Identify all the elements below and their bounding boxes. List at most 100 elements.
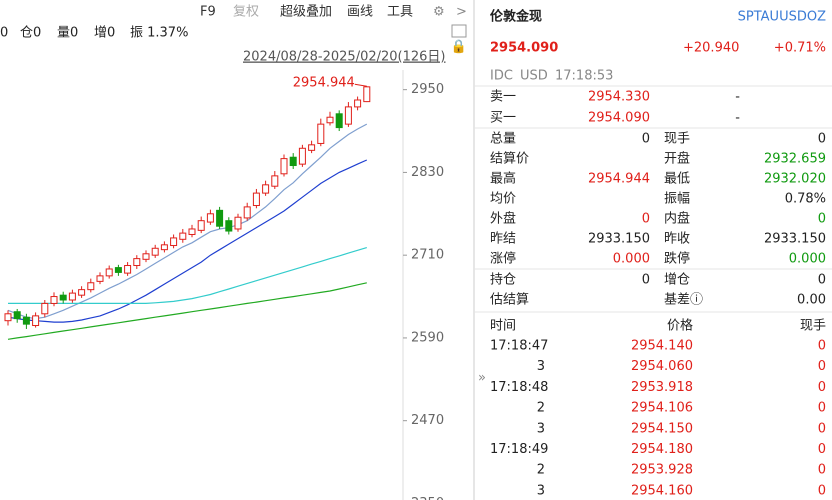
- candle-body: [32, 315, 40, 327]
- candle-body: [188, 228, 196, 235]
- trade-volume: 0: [818, 442, 826, 457]
- toolbar-button[interactable]: 画线: [347, 5, 373, 20]
- candle-body: [41, 302, 49, 315]
- stat-value: 0: [642, 273, 650, 288]
- trade-time: 3: [537, 483, 545, 498]
- stat-value: 0: [642, 212, 650, 227]
- stat-label: 涨停: [490, 251, 516, 267]
- candle-body: [96, 275, 104, 282]
- stat-value: 2932.020: [764, 172, 826, 187]
- stat-label: 现手: [664, 132, 690, 147]
- book-label: 卖一: [490, 90, 516, 105]
- stat-label: 增仓: [664, 273, 690, 288]
- toolbar-stat: 仓0: [20, 26, 41, 41]
- lock-icon[interactable]: 🔒: [451, 40, 467, 55]
- candle-body: [59, 294, 67, 301]
- quote-change-pct: +0.71%: [774, 41, 826, 56]
- candle-body: [225, 220, 233, 232]
- trade-time: 3: [537, 359, 545, 374]
- y-tick-label: 2350: [411, 496, 444, 500]
- stat-value: 0.000: [613, 252, 650, 267]
- quote-change: +20.940: [683, 41, 739, 56]
- toolbar-button[interactable]: 超级叠加: [280, 5, 332, 20]
- trade-price: 2953.918: [631, 380, 693, 395]
- candle-body: [206, 213, 214, 223]
- stat-label: 总量: [490, 132, 516, 147]
- candle-body: [170, 237, 178, 247]
- trade-volume: 0: [818, 339, 826, 354]
- trade-volume: 0: [818, 359, 826, 374]
- stat-label: 外盘: [490, 211, 516, 227]
- candle-body: [50, 296, 58, 304]
- peak-label: 2954.944: [293, 76, 355, 91]
- peak-pointer: [354, 83, 367, 87]
- date-range[interactable]: 2024/08/28-2025/02/20(126日): [243, 50, 446, 65]
- y-tick-label: 2950: [411, 82, 444, 97]
- y-tick-label: 2710: [411, 248, 444, 263]
- moving-average: [8, 247, 367, 304]
- candle-body: [151, 247, 159, 256]
- stat-label: 持仓: [490, 273, 516, 288]
- quote-time: 17:18:53: [555, 69, 613, 84]
- candle-body: [124, 265, 132, 274]
- trades-header: 时间: [490, 319, 516, 334]
- candle-body: [280, 158, 288, 175]
- quote-name: 伦敦金现: [490, 9, 542, 25]
- candle-body: [271, 175, 279, 187]
- trade-volume: 0: [818, 463, 826, 478]
- candle-body: [243, 206, 251, 219]
- candle-body: [4, 313, 12, 322]
- trade-volume: 0: [818, 380, 826, 395]
- candle-body: [160, 244, 168, 251]
- candle-body: [308, 144, 316, 151]
- candle-body: [87, 282, 95, 291]
- toolbar-button[interactable]: F9: [200, 5, 216, 20]
- candle-body: [335, 113, 343, 129]
- book-volume: -: [735, 111, 740, 126]
- wp-icon[interactable]: [451, 24, 467, 38]
- moving-average: [7, 282, 367, 340]
- settings-icon[interactable]: ⚙: [433, 5, 445, 20]
- candle-body: [78, 289, 86, 296]
- trade-time: 2: [537, 463, 545, 478]
- stat-value: 2933.150: [588, 232, 650, 247]
- candle-body: [344, 106, 352, 125]
- moving-average: [7, 159, 368, 323]
- quote-source: IDC: [490, 69, 513, 84]
- stat-value: 0.000: [789, 252, 826, 267]
- book-label: 买一: [490, 111, 516, 126]
- trade-volume: 0: [818, 401, 826, 416]
- candle-body: [105, 268, 113, 277]
- candle-body: [197, 220, 205, 231]
- next-icon[interactable]: >: [456, 5, 467, 20]
- candle-body: [114, 267, 122, 273]
- candle-body: [262, 184, 270, 194]
- candle-body: [234, 216, 242, 230]
- stat-value: 0: [818, 212, 826, 227]
- trades-header: 现手: [800, 319, 826, 334]
- candle-body: [13, 311, 21, 320]
- toolbar-stat: 0: [0, 26, 8, 41]
- trade-volume: 0: [818, 421, 826, 436]
- trade-time: 2: [537, 401, 545, 416]
- candle-body: [317, 123, 325, 144]
- trade-price: 2954.180: [631, 442, 693, 457]
- y-tick-label: 2830: [411, 165, 444, 180]
- trade-price: 2953.928: [631, 463, 693, 478]
- candle-body: [363, 86, 371, 103]
- stat-value: 0.00: [797, 293, 826, 308]
- stat-label: 最低: [664, 172, 690, 187]
- stat-value: 0: [818, 273, 826, 288]
- trade-time: 17:18:48: [490, 380, 548, 395]
- stat-label: 内盘: [664, 211, 690, 227]
- quote-code: SPTAUUSDOZ: [738, 10, 826, 25]
- y-tick-label: 2470: [411, 413, 444, 428]
- candle-body: [68, 292, 76, 301]
- collapse-arrow[interactable]: »: [478, 371, 486, 386]
- toolbar-button[interactable]: 复权: [233, 4, 259, 20]
- toolbar-button[interactable]: 工具: [387, 5, 413, 20]
- y-tick-label: 2590: [411, 330, 444, 345]
- stat-label: 估结算: [490, 293, 529, 308]
